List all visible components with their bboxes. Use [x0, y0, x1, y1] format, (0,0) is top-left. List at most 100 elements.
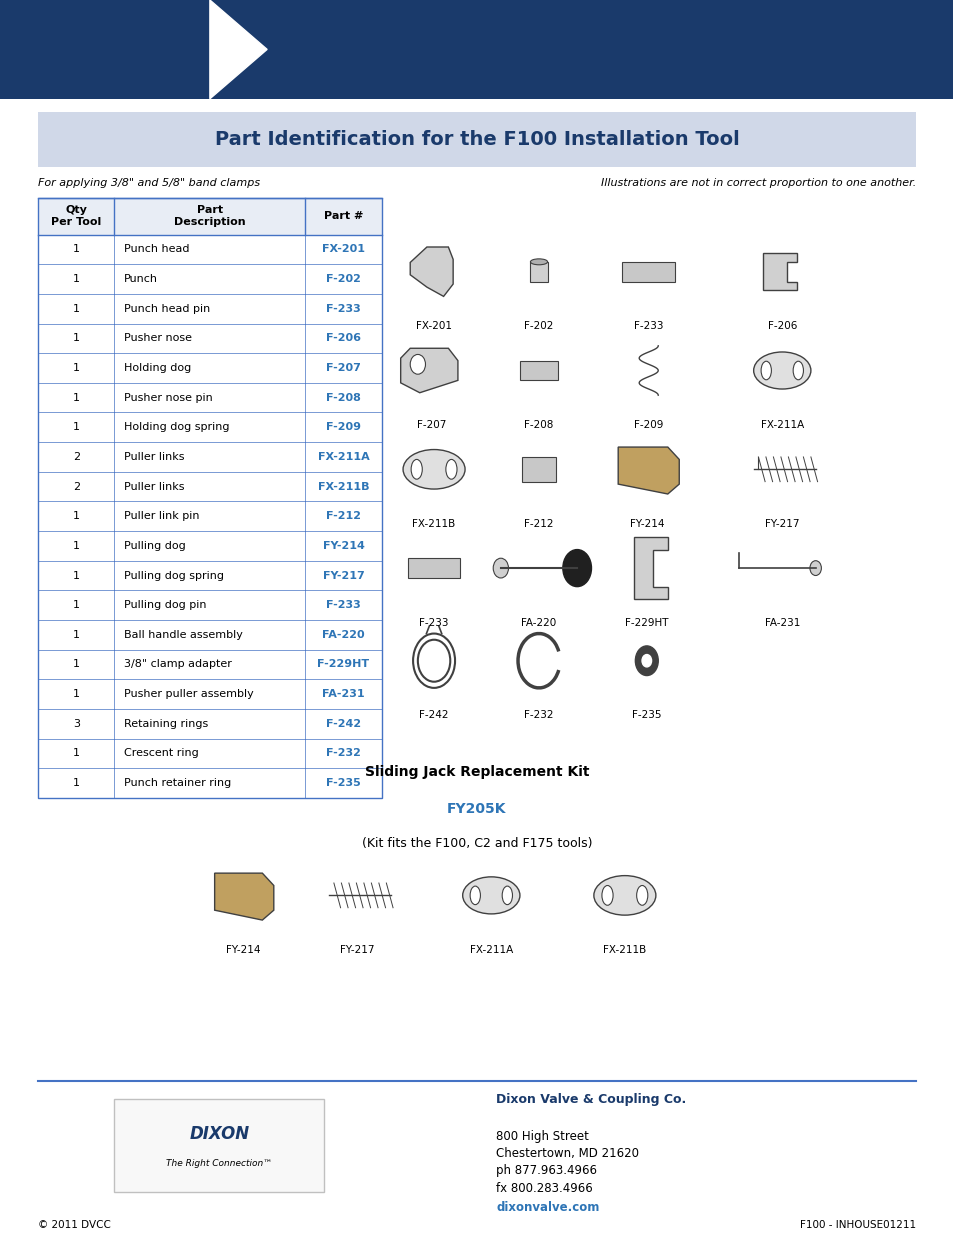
Text: The Right Connection™: The Right Connection™ — [166, 1158, 273, 1168]
Text: F-229HT: F-229HT — [624, 618, 668, 627]
Text: 1: 1 — [72, 659, 80, 669]
Text: 1: 1 — [72, 511, 80, 521]
Text: F-209: F-209 — [326, 422, 360, 432]
Text: Retaining rings: Retaining rings — [124, 719, 208, 729]
Text: FY-217: FY-217 — [322, 571, 364, 580]
Text: (Kit fits the F100, C2 and F175 tools): (Kit fits the F100, C2 and F175 tools) — [361, 837, 592, 850]
Ellipse shape — [753, 352, 810, 389]
Text: FA-220: FA-220 — [322, 630, 364, 640]
Text: F-208: F-208 — [524, 420, 553, 430]
Polygon shape — [618, 447, 679, 494]
Bar — [522, 457, 555, 482]
Text: 1: 1 — [72, 304, 80, 314]
Text: F-207: F-207 — [416, 420, 445, 430]
Text: F100 - INHOUSE01211: F100 - INHOUSE01211 — [799, 1220, 915, 1230]
Text: Pulling dog: Pulling dog — [124, 541, 186, 551]
Circle shape — [635, 646, 658, 676]
Text: Part #: Part # — [323, 211, 363, 221]
Circle shape — [641, 655, 651, 667]
Text: F-232: F-232 — [326, 748, 360, 758]
Text: FX-201: FX-201 — [416, 321, 452, 331]
Text: Pusher puller assembly: Pusher puller assembly — [124, 689, 253, 699]
Ellipse shape — [402, 450, 464, 489]
Text: Holding dog: Holding dog — [124, 363, 191, 373]
Text: Part Identification for the F100 Installation Tool: Part Identification for the F100 Install… — [214, 130, 739, 149]
Text: Punch: Punch — [124, 274, 158, 284]
Text: Puller links: Puller links — [124, 452, 184, 462]
Text: 2: 2 — [72, 482, 80, 492]
Circle shape — [493, 558, 508, 578]
Text: Pulling dog pin: Pulling dog pin — [124, 600, 206, 610]
Text: F-212: F-212 — [524, 519, 553, 529]
Text: F-212: F-212 — [326, 511, 360, 521]
Text: F-233: F-233 — [419, 618, 448, 627]
Text: Punch head pin: Punch head pin — [124, 304, 210, 314]
Text: 1: 1 — [72, 363, 80, 373]
Text: Holding dog spring: Holding dog spring — [124, 422, 230, 432]
Bar — [407, 558, 459, 578]
Text: 1: 1 — [72, 630, 80, 640]
Text: F-202: F-202 — [524, 321, 553, 331]
Text: FA-220: FA-220 — [521, 618, 556, 627]
Text: F-206: F-206 — [326, 333, 360, 343]
FancyBboxPatch shape — [0, 0, 953, 99]
Text: Punch retainer ring: Punch retainer ring — [124, 778, 231, 788]
Circle shape — [562, 550, 591, 587]
Text: FX-211A: FX-211A — [469, 945, 513, 955]
Text: Pusher nose pin: Pusher nose pin — [124, 393, 213, 403]
Text: Pusher nose: Pusher nose — [124, 333, 192, 343]
Polygon shape — [210, 0, 267, 99]
Text: 1: 1 — [72, 778, 80, 788]
Text: F-209: F-209 — [634, 420, 662, 430]
Ellipse shape — [601, 885, 613, 905]
Text: Punch head: Punch head — [124, 245, 190, 254]
Text: FX-201: FX-201 — [321, 245, 365, 254]
Text: FY-217: FY-217 — [340, 945, 375, 955]
Text: F-232: F-232 — [524, 710, 553, 720]
Polygon shape — [762, 253, 796, 290]
Text: 3: 3 — [72, 719, 80, 729]
Text: FX-211B: FX-211B — [317, 482, 369, 492]
FancyBboxPatch shape — [38, 112, 915, 167]
Text: 1: 1 — [72, 274, 80, 284]
Text: FY-214: FY-214 — [629, 519, 663, 529]
Ellipse shape — [470, 887, 480, 904]
Text: dixonvalve.com: dixonvalve.com — [496, 1202, 598, 1214]
Text: F-229HT: F-229HT — [317, 659, 369, 669]
Text: FY-214: FY-214 — [226, 945, 260, 955]
Text: 1: 1 — [72, 748, 80, 758]
Polygon shape — [214, 873, 274, 920]
Circle shape — [410, 354, 425, 374]
Text: FX-211B: FX-211B — [412, 519, 456, 529]
Bar — [38, 198, 381, 798]
Text: Sliding Jack Replacement Kit: Sliding Jack Replacement Kit — [364, 764, 589, 779]
Ellipse shape — [530, 259, 547, 264]
Ellipse shape — [501, 887, 512, 904]
Text: F-235: F-235 — [326, 778, 360, 788]
Text: DIXON: DIXON — [189, 1125, 250, 1142]
Text: 1: 1 — [72, 333, 80, 343]
Text: F-206: F-206 — [767, 321, 796, 331]
Text: 1: 1 — [72, 422, 80, 432]
Text: F-207: F-207 — [326, 363, 360, 373]
Text: Part
Description: Part Description — [173, 205, 246, 227]
Bar — [519, 361, 558, 380]
Text: Crescent ring: Crescent ring — [124, 748, 198, 758]
Text: F-242: F-242 — [326, 719, 360, 729]
Text: FX-211A: FX-211A — [317, 452, 369, 462]
Text: F-233: F-233 — [634, 321, 662, 331]
Bar — [622, 262, 675, 282]
Text: Puller link pin: Puller link pin — [124, 511, 199, 521]
Text: Pulling dog spring: Pulling dog spring — [124, 571, 224, 580]
Text: 2: 2 — [72, 452, 80, 462]
Text: F-242: F-242 — [419, 710, 448, 720]
Text: 1: 1 — [72, 393, 80, 403]
Text: FA-231: FA-231 — [322, 689, 364, 699]
Text: FY-217: FY-217 — [764, 519, 799, 529]
Ellipse shape — [792, 361, 802, 380]
Text: 800 High Street: 800 High Street — [496, 1130, 588, 1142]
Text: ph 877.963.4966: ph 877.963.4966 — [496, 1165, 597, 1177]
Text: F-233: F-233 — [326, 304, 360, 314]
Text: FY-214: FY-214 — [322, 541, 364, 551]
Ellipse shape — [445, 459, 456, 479]
